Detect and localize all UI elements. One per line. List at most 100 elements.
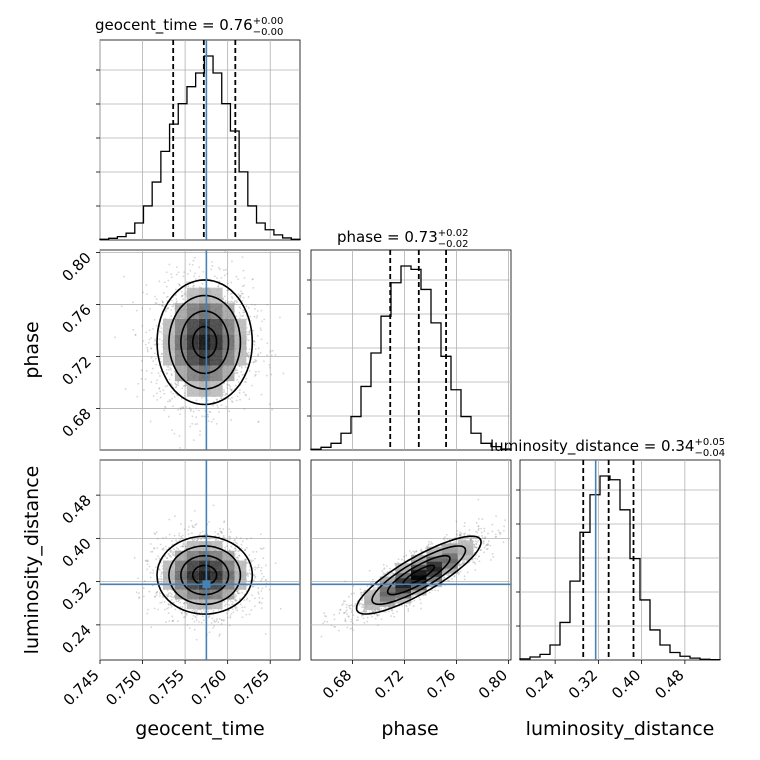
sample-point — [152, 360, 155, 362]
sample-point — [377, 586, 379, 589]
sample-point — [230, 388, 233, 391]
sample-point — [234, 593, 237, 596]
sample-point — [187, 273, 189, 275]
sample-point — [123, 275, 125, 278]
sample-point — [226, 383, 229, 386]
sample-point — [156, 537, 159, 540]
sample-point — [502, 529, 505, 532]
sample-point — [210, 420, 213, 423]
sample-point — [183, 602, 186, 604]
sample-point — [167, 295, 169, 298]
sample-point — [153, 547, 155, 549]
sample-point — [183, 271, 186, 274]
sample-point — [353, 592, 355, 595]
sample-point — [248, 370, 251, 372]
sample-point — [489, 544, 492, 547]
sample-point — [269, 351, 272, 353]
sample-point — [157, 608, 160, 611]
sample-point — [240, 543, 243, 546]
density-cell — [186, 560, 199, 571]
sample-point — [152, 395, 155, 397]
sample-point — [135, 309, 138, 312]
sample-point — [151, 367, 154, 370]
sample-point — [140, 369, 143, 372]
sample-point — [141, 307, 144, 310]
sample-point — [223, 604, 226, 607]
sample-point — [171, 305, 174, 308]
sample-point — [192, 439, 195, 442]
sample-point — [223, 521, 225, 524]
sample-point — [220, 619, 223, 622]
sample-point — [197, 538, 200, 541]
sample-point — [222, 619, 225, 622]
sample-point — [153, 595, 156, 598]
sample-point — [175, 385, 178, 388]
sample-point — [250, 537, 253, 539]
sample-point — [183, 292, 186, 295]
sample-point — [216, 618, 218, 621]
sample-point — [244, 559, 247, 561]
sample-point — [233, 301, 236, 304]
sample-point — [170, 605, 173, 608]
sample-point — [239, 294, 242, 297]
sample-point — [167, 279, 170, 282]
sample-point — [230, 613, 233, 615]
sample-point — [167, 595, 169, 598]
sample-point — [185, 545, 187, 548]
sample-point — [246, 572, 249, 575]
sample-point — [233, 539, 236, 542]
sample-point — [172, 305, 175, 308]
density-cell — [174, 350, 187, 366]
sample-point — [238, 365, 241, 368]
sample-point — [243, 606, 246, 609]
sample-point — [159, 601, 161, 604]
density-cell — [174, 303, 187, 319]
sample-point — [237, 550, 240, 552]
sample-point — [260, 567, 263, 569]
sample-point — [172, 553, 175, 556]
sample-point — [222, 536, 225, 539]
sample-point — [166, 589, 169, 592]
sample-point — [138, 592, 140, 595]
sample-point — [468, 529, 471, 531]
sample-point — [234, 547, 237, 550]
sample-point — [183, 384, 186, 387]
sample-point — [214, 531, 217, 533]
sample-point — [145, 293, 148, 296]
sample-point — [193, 526, 196, 529]
sample-point — [220, 404, 223, 407]
sample-point — [247, 333, 250, 336]
title-plus: +0.00 — [253, 16, 284, 27]
sample-point — [243, 277, 246, 279]
sample-point — [234, 550, 237, 553]
sample-point — [219, 268, 221, 271]
density-cell — [186, 599, 199, 610]
sample-point — [162, 292, 165, 294]
sample-point — [216, 404, 219, 407]
sample-point — [201, 415, 204, 418]
sample-point — [248, 330, 250, 333]
density-cell — [186, 318, 199, 335]
sample-point — [217, 532, 220, 535]
sample-point — [219, 530, 222, 533]
sample-point — [208, 615, 211, 617]
sample-point — [369, 581, 372, 584]
sample-point — [191, 526, 194, 528]
sample-point — [420, 607, 422, 610]
density-cell — [210, 541, 223, 551]
sample-point — [170, 599, 173, 601]
sample-point — [385, 607, 387, 609]
sample-point — [217, 285, 220, 288]
sample-point — [173, 396, 176, 398]
sample-point — [161, 300, 164, 302]
sample-point — [189, 269, 192, 272]
sample-point — [250, 609, 253, 612]
sample-point — [223, 390, 226, 393]
sample-point — [230, 389, 233, 391]
sample-point — [244, 558, 247, 561]
sample-point — [180, 295, 183, 298]
sample-point — [203, 415, 206, 418]
sample-point — [142, 291, 144, 294]
contour-line — [192, 325, 218, 359]
sample-point — [180, 295, 183, 297]
